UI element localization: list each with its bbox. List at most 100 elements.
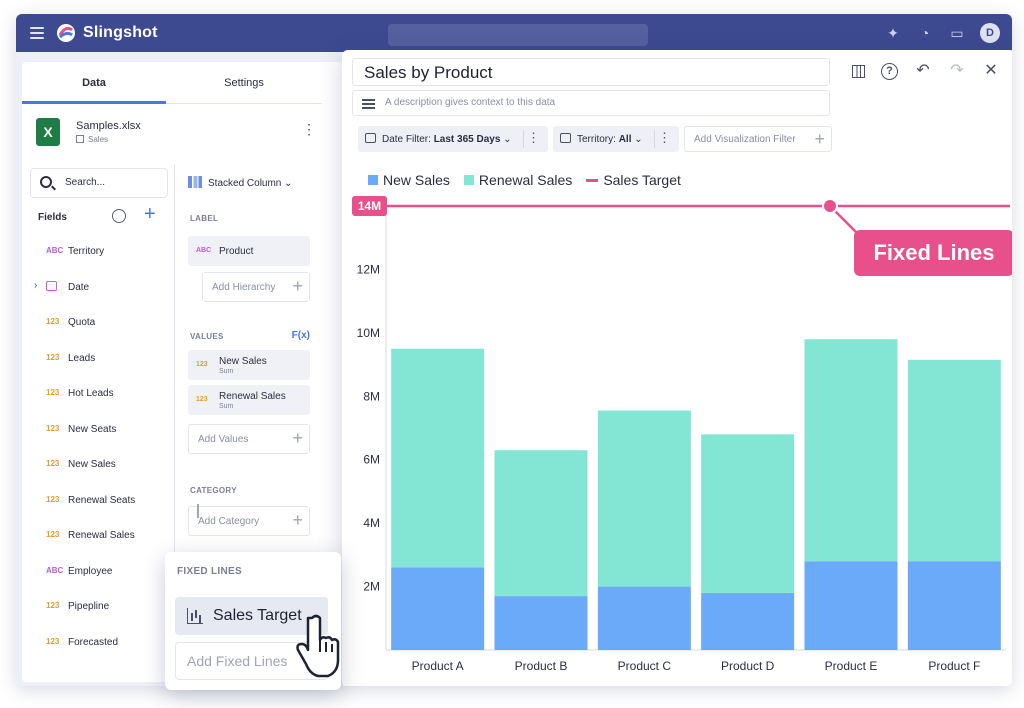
label-product-pill[interactable]: ABC Product [188,236,310,266]
description-icon [362,99,375,111]
scrollbar[interactable] [197,504,199,518]
data-grid-icon[interactable] [852,64,865,78]
field-item[interactable]: ABC Employee [22,558,174,594]
more-options-icon[interactable]: ⋮ [302,121,316,137]
legend-sales-target[interactable]: Sales Target [586,172,681,188]
ai-fields-icon[interactable] [112,209,126,223]
add-values-label: Add Values [198,434,249,445]
field-item[interactable]: ABC Territory [22,238,174,274]
legend-label: Sales Target [603,172,681,188]
sales-target-line-item[interactable]: Sales Target [175,597,328,635]
fixed-lines-callout: Fixed Lines [854,230,1012,276]
field-item[interactable]: › Date [22,274,174,310]
chat-icon[interactable]: ▭ [950,25,964,41]
add-values-button[interactable]: Add Values + [188,424,310,454]
field-item[interactable]: 123 New Sales [22,451,174,487]
field-name: Forecasted [68,636,119,648]
date-filter-label: Date Filter: Last 365 Days ⌄ [382,134,512,145]
fields-header: Fields [38,212,67,223]
hand-cursor-icon [296,614,340,678]
filter-menu-icon[interactable]: ⋮ [527,130,540,145]
bar-new-sales [494,596,588,650]
filter-menu-icon[interactable]: ⋮ [658,130,671,145]
chart-type-selector[interactable]: Stacked Column ⌄ [188,176,293,189]
data-source[interactable]: X Samples.xlsx Sales ⋮ [36,118,322,158]
y-tick-label: 4M [363,516,380,530]
x-tick-label: Product C [618,659,672,673]
number-type-icon: 123 [46,459,60,468]
sparkle-icon[interactable]: ✦ [887,25,899,41]
number-type-icon: 123 [46,494,60,504]
chevron-right-icon[interactable]: › [34,279,38,291]
territory-filter[interactable]: Territory: All ⌄ ⋮ [553,126,679,152]
field-item[interactable]: 123 Hot Leads [22,380,174,416]
close-icon[interactable]: ✕ [984,62,998,79]
field-item[interactable]: 123 Renewal Sales [22,522,174,558]
label-section-header: LABEL [190,214,219,223]
field-name: Quota [68,317,96,328]
chart-line-icon [187,608,203,624]
values-section-header: VALUES [190,332,224,341]
field-item[interactable]: 123 New Seats [22,416,174,452]
description-field[interactable]: A description gives context to this data [352,90,830,116]
legend-new-sales[interactable]: New Sales [368,172,450,188]
filter-separator [654,130,655,148]
field-item[interactable]: 123 Quota [22,309,174,345]
bar-new-sales [701,592,795,650]
number-type-icon: 123 [46,636,60,646]
top-bar: Slingshot ✦ ◔ ▭ D [16,14,1012,52]
field-item[interactable]: 123 Pipepline [22,593,174,629]
add-visualization-filter-button[interactable]: Add Visualization Filter + [684,126,832,152]
slingshot-logo-icon [57,24,75,42]
menu-icon[interactable] [30,27,44,39]
date-filter[interactable]: Date Filter: Last 365 Days ⌄ ⋮ [358,126,548,152]
plus-icon: + [292,276,303,296]
filter-separator [523,130,524,148]
add-filter-label: Add Visualization Filter [694,134,796,145]
filter-name: Territory: [577,134,616,145]
title-field[interactable]: Sales by Product [352,58,830,86]
field-item[interactable]: 123 Renewal Seats [22,487,174,523]
bar-new-sales [804,561,898,650]
legend-swatch [463,175,474,185]
panel-tabs: Data Settings [22,62,322,104]
tab-data[interactable]: Data [82,77,106,89]
undo-icon[interactable]: ↶ [916,62,930,79]
field-name: Hot Leads [68,388,114,399]
field-item[interactable]: 123 Leads [22,345,174,381]
tab-settings[interactable]: Settings [224,77,264,89]
value-new-sales-pill[interactable]: 123 New Sales Sum [188,350,310,380]
brand-name: Slingshot [83,24,158,41]
legend-swatch [586,178,599,182]
bar-renewal-sales [597,410,691,587]
redo-icon[interactable]: ↷ [950,62,964,79]
add-hierarchy-button[interactable]: Add Hierarchy + [202,272,310,302]
search-icon [40,176,52,188]
add-hierarchy-label: Add Hierarchy [212,282,276,293]
add-field-icon[interactable]: + [144,203,156,225]
file-name: Samples.xlsx [76,120,141,132]
sheet-label: Sales [88,135,109,144]
value-renewal-sales-pill[interactable]: 123 Renewal Sales Sum [188,385,310,415]
field-name: Date [68,281,90,293]
avatar[interactable]: D [980,23,1000,43]
add-category-label: Add Category [198,516,260,527]
category-section-header: CATEGORY [190,486,237,495]
chevron-down-icon: ⌄ [284,178,293,189]
global-search-bar[interactable] [388,24,648,46]
help-icon[interactable]: ? [881,62,898,80]
field-item[interactable]: 123 Forecasted [22,629,174,665]
filter-name: Date Filter: [382,134,431,145]
bell-icon[interactable]: ◔ [920,25,930,41]
description-placeholder: A description gives context to this data [385,97,556,108]
add-category-button[interactable]: Add Category + [188,506,310,536]
number-type-icon: 123 [196,396,208,403]
target-marker [822,198,838,214]
fields-search-input[interactable]: Search... [30,168,168,198]
excel-icon: X [36,118,60,146]
active-tab-indicator [22,101,166,104]
formula-button[interactable]: F(x) [291,330,310,341]
legend-renewal-sales[interactable]: Renewal Sales [463,172,572,188]
viz-title: Sales by Product [364,63,493,82]
bar-new-sales [597,586,691,650]
